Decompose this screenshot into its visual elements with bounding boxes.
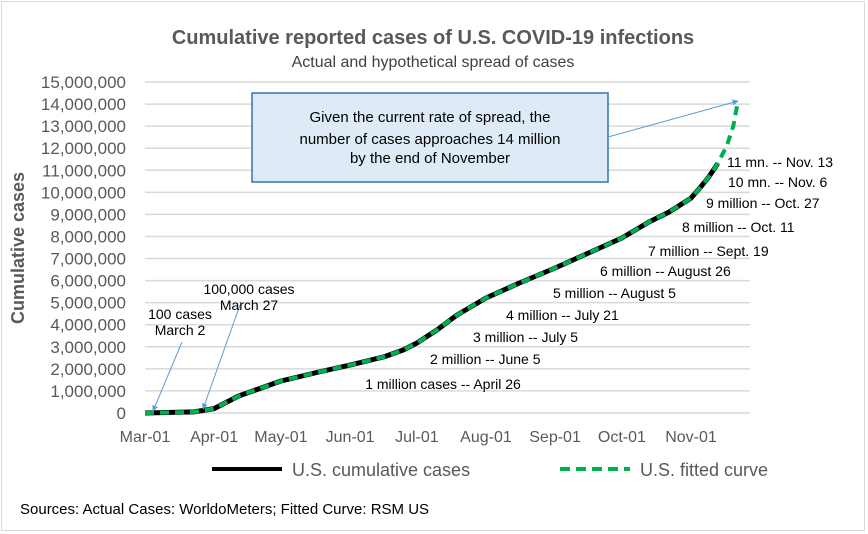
chart-title: Cumulative reported cases of U.S. COVID-… <box>172 27 694 49</box>
x-tick-label: Nov-01 <box>665 429 717 446</box>
x-tick-label: Aug-01 <box>460 429 512 446</box>
y-tick-label: 1,000,000 <box>50 382 126 401</box>
annotation-4m: 4 million -- July 21 <box>506 307 619 323</box>
annotation-2m: 2 million -- June 5 <box>430 351 541 367</box>
annotation-9m: 9 million -- Oct. 27 <box>706 195 820 211</box>
annotation-100-cases: 100 cases <box>148 306 212 322</box>
x-tick-label: Mar-01 <box>120 429 171 446</box>
annotation-8m: 8 million -- Oct. 11 <box>682 219 795 235</box>
annotation-1m: 1 million cases -- April 26 <box>365 376 521 392</box>
legend-label-fitted: U.S. fitted curve <box>640 460 768 480</box>
callout-line-1: Given the current rate of spread, the <box>310 109 551 126</box>
annotation-11m: 11 mn. -- Nov. 13 <box>727 154 833 170</box>
y-tick-label: 10,000,000 <box>41 183 126 202</box>
callout-arrow <box>607 99 739 138</box>
source-note: Sources: Actual Cases: WorldoMeters; Fit… <box>20 501 429 518</box>
x-tick-label: Jun-01 <box>326 429 375 446</box>
callout-line-3: by the end of November <box>350 150 510 167</box>
arrow-100000-cases <box>201 304 241 410</box>
y-tick-label: 8,000,000 <box>50 227 126 246</box>
annotation-6m: 6 million -- August 26 <box>600 263 731 279</box>
x-tick-label: Apr-01 <box>190 429 238 446</box>
annotation-7m: 7 million -- Sept. 19 <box>648 243 769 259</box>
annotation-3m: 3 million -- July 5 <box>473 329 578 345</box>
y-tick-label: 0 <box>117 404 126 423</box>
annotation-100000-cases-date: March 27 <box>220 297 279 313</box>
y-tick-label: 6,000,000 <box>50 272 126 291</box>
y-tick-label: 11,000,000 <box>42 161 126 180</box>
legend-label-actual: U.S. cumulative cases <box>292 460 470 480</box>
y-tick-label: 15,000,000 <box>41 73 126 92</box>
y-tick-label: 2,000,000 <box>50 360 126 379</box>
callout-box <box>251 92 609 183</box>
x-tick-label: Jul-01 <box>395 429 439 446</box>
y-tick-label: 5,000,000 <box>50 294 126 313</box>
y-tick-label: 12,000,000 <box>41 139 126 158</box>
x-tick-label: May-01 <box>254 429 307 446</box>
y-tick-label: 7,000,000 <box>50 250 126 269</box>
annotation-100000-cases: 100,000 cases <box>203 281 294 297</box>
annotation-5m: 5 million -- August 5 <box>553 285 676 301</box>
y-tick-label: 3,000,000 <box>50 338 126 357</box>
y-tick-label: 14,000,000 <box>41 95 126 114</box>
annotation-100-cases-date: March 2 <box>155 322 206 338</box>
y-axis-label: Cumulative cases <box>8 172 28 324</box>
chart-subtitle: Actual and hypothetical spread of cases <box>292 54 575 71</box>
x-tick-label: Oct-01 <box>598 429 646 446</box>
x-tick-label: Sep-01 <box>529 429 581 446</box>
y-tick-label: 4,000,000 <box>50 316 126 335</box>
annotation-10m: 10 mn. -- Nov. 6 <box>728 174 828 190</box>
arrow-100-cases <box>152 341 183 412</box>
callout-line-2: number of cases approaches 14 million <box>300 131 561 148</box>
y-tick-label: 9,000,000 <box>50 205 126 224</box>
y-tick-label: 13,000,000 <box>41 117 126 136</box>
series-line-fitted <box>144 101 740 415</box>
